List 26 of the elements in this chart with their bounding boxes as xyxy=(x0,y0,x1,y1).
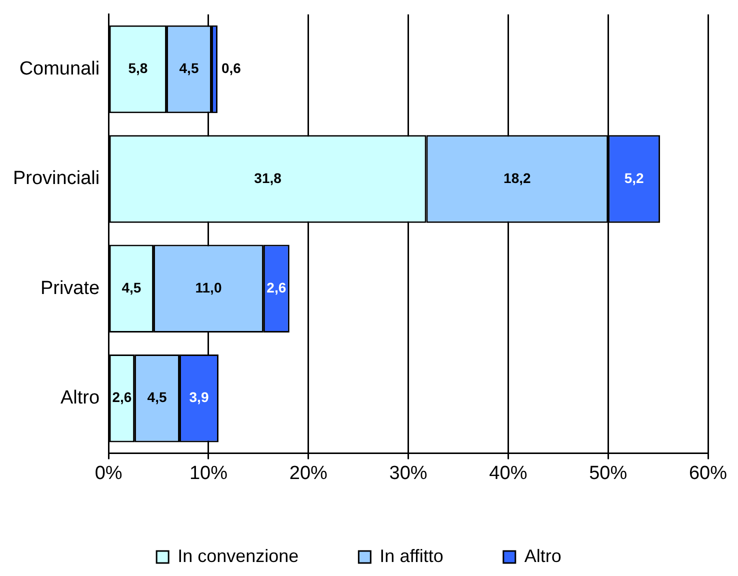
data-label: 2,6 xyxy=(112,389,132,406)
data-label: 0,6 xyxy=(221,60,242,76)
legend-label: In affitto xyxy=(380,546,444,566)
x-tick-label: 20% xyxy=(289,462,328,484)
data-label: 5,2 xyxy=(624,170,644,186)
data-label: 18,2 xyxy=(504,170,532,186)
x-tick-label: 0% xyxy=(94,462,122,484)
y-tick-label: Comunali xyxy=(19,58,100,80)
x-tick-label: 50% xyxy=(589,462,628,484)
data-label: 4,5 xyxy=(147,389,167,406)
x-tick-label: 30% xyxy=(389,462,428,484)
data-label: 5,8 xyxy=(128,60,148,76)
data-label: 3,9 xyxy=(189,389,209,406)
data-label: 31,8 xyxy=(254,170,282,186)
x-tick-label: 40% xyxy=(489,462,528,484)
y-tick-label: Private xyxy=(40,278,100,299)
legend-label: In convenzione xyxy=(178,546,299,566)
data-label: 4,5 xyxy=(179,60,199,76)
legend-label: Altro xyxy=(524,546,562,566)
y-tick-label: Altro xyxy=(60,388,100,409)
data-label: 11,0 xyxy=(195,280,222,296)
data-label: 2,6 xyxy=(266,280,286,296)
x-tick-label: 10% xyxy=(189,462,228,484)
x-tick-label: 60% xyxy=(688,462,728,484)
data-label: 4,5 xyxy=(122,280,142,296)
y-tick-label: Provinciali xyxy=(12,168,100,190)
